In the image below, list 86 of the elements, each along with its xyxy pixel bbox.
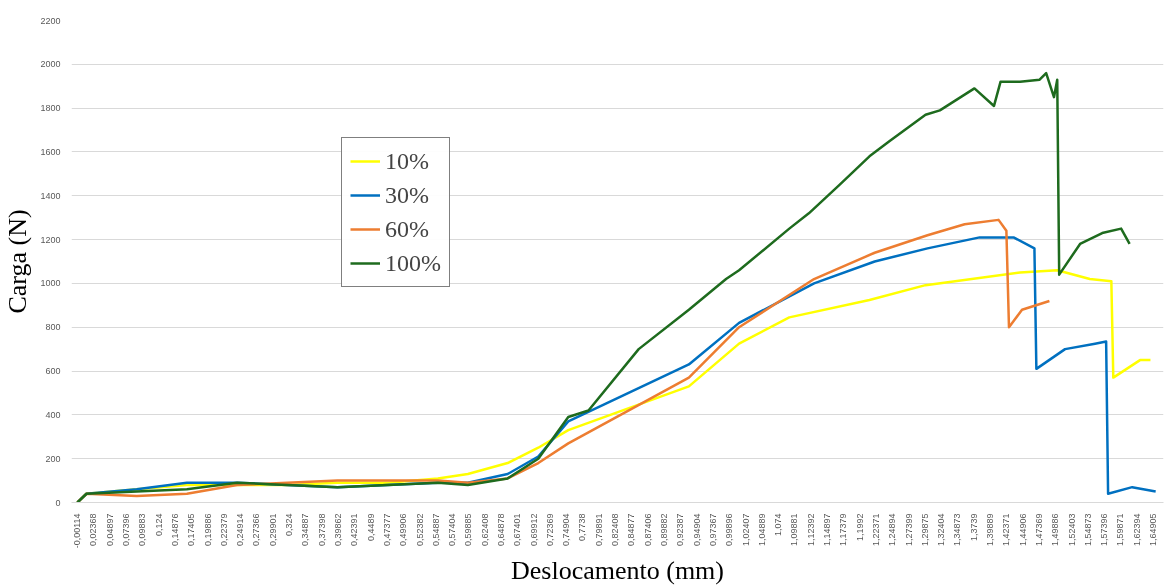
- x-tick-label: 1,42371: [1001, 513, 1012, 547]
- x-tick-label: 1,27399: [903, 513, 914, 547]
- x-tick-label: 1,24894: [887, 513, 898, 547]
- x-tick-label: 1,02407: [740, 513, 751, 547]
- x-tick-label: 0,34887: [300, 513, 311, 547]
- x-tick-label: 1,54873: [1082, 513, 1093, 547]
- x-tick-label: 0,79891: [593, 513, 604, 547]
- x-tick-label: 0,27366: [251, 513, 262, 547]
- x-tick-label: 1,57396: [1099, 513, 1110, 547]
- legend-label: 100%: [385, 248, 441, 278]
- x-tick-label: 0,54887: [430, 513, 441, 547]
- y-tick-label: 0: [55, 497, 61, 508]
- x-tick-label: 1,34873: [952, 513, 963, 547]
- x-tick-label: 1,32404: [936, 513, 947, 547]
- x-tick-label: 0,04897: [104, 513, 115, 547]
- x-tick-label: 0,4489: [365, 513, 376, 542]
- x-tick-label: 0,47377: [381, 513, 392, 547]
- y-tick-label: 2200: [40, 15, 61, 26]
- y-tick-label: 1200: [40, 234, 61, 245]
- legend-label: 30%: [385, 180, 429, 210]
- x-tick-label: 0,124: [153, 513, 164, 537]
- x-tick-label: 1,12392: [805, 513, 816, 547]
- legend-label: 10%: [385, 146, 429, 176]
- x-tick-label: -0,00114: [72, 513, 83, 549]
- x-tick-label: 1,39889: [985, 513, 996, 547]
- x-tick-label: 0,39862: [332, 513, 343, 547]
- x-tick-label: 0,14876: [170, 513, 180, 547]
- x-tick-label: 0,59885: [463, 513, 474, 547]
- x-tick-label: 1,44906: [1017, 513, 1028, 547]
- x-tick-label: 0,97367: [707, 513, 718, 547]
- line-series: [76, 71, 1131, 503]
- x-tick-label: 1,62394: [1131, 513, 1142, 547]
- x-tick-label: 1,04889: [756, 513, 767, 547]
- x-tick-label: 0,87406: [642, 513, 653, 547]
- x-tick-label: 0,17405: [186, 513, 197, 547]
- x-tick-label: 0,62408: [479, 513, 490, 547]
- legend-label: 60%: [385, 214, 429, 244]
- x-tick-label: 1,29875: [919, 513, 930, 547]
- y-tick-label: 200: [45, 453, 61, 464]
- x-tick-label: 0,49906: [398, 513, 409, 547]
- x-tick-label: 0,7738: [577, 513, 588, 542]
- x-tick-label: 0,324: [284, 513, 295, 537]
- x-tick-label: 0,52382: [414, 513, 425, 547]
- x-tick-label: 0,74904: [561, 513, 572, 547]
- x-tick-label: 0,69912: [528, 513, 539, 547]
- y-tick-label: 400: [45, 409, 61, 420]
- y-tick-label: 1600: [40, 146, 61, 157]
- y-tick-label: 2000: [40, 59, 61, 70]
- x-tick-label: 1,59871: [1115, 513, 1126, 547]
- x-tick-label: 1,47369: [1033, 513, 1044, 547]
- x-tick-label: 1,64905: [1148, 513, 1159, 547]
- x-tick-label: 0,99896: [724, 513, 735, 547]
- x-tick-label: 0,89882: [659, 513, 669, 547]
- y-tick-label: 800: [45, 322, 61, 333]
- x-tick-label: 1,074: [773, 513, 784, 537]
- x-tick-label: 1,3739: [968, 513, 979, 542]
- x-tick-label: 0,72369: [544, 513, 555, 547]
- x-tick-label: 0,24914: [235, 513, 246, 547]
- x-tick-label: 0,37398: [316, 513, 327, 547]
- x-tick-label: 0,84877: [626, 513, 637, 547]
- x-tick-label: 1,49886: [1050, 513, 1061, 547]
- x-tick-label: 0,29901: [267, 513, 278, 547]
- x-tick-label: 0,82408: [610, 513, 621, 547]
- y-tick-label: 1400: [40, 190, 61, 201]
- x-tick-label: 1,52403: [1066, 513, 1077, 547]
- y-tick-label: 600: [45, 366, 61, 377]
- x-tick-label: 0,22379: [218, 513, 229, 547]
- x-tick-label: 1,14897: [822, 513, 833, 547]
- x-tick-label: 1,17379: [838, 513, 849, 547]
- x-tick-label: 0,64878: [495, 513, 506, 547]
- x-tick-label: 0,09883: [137, 513, 148, 547]
- x-tick-label: 0,19886: [202, 513, 213, 547]
- x-tick-label: 0,07396: [121, 513, 132, 547]
- x-tick-label: 0,57404: [447, 513, 458, 547]
- x-tick-label: 0,02368: [88, 513, 99, 547]
- x-tick-label: 0,42391: [349, 513, 360, 547]
- y-tick-label: 1000: [40, 278, 61, 289]
- x-tick-label: 1,22371: [870, 513, 881, 547]
- x-tick-label: 1,1992: [854, 513, 865, 542]
- y-axis-title: Carga (N): [3, 209, 33, 314]
- x-tick-label: 0,94904: [691, 513, 702, 547]
- x-tick-label: 1,09881: [789, 513, 800, 547]
- x-tick-label: 0,67401: [512, 513, 523, 547]
- x-tick-label: 0,92387: [675, 513, 686, 547]
- y-tick-label: 1800: [40, 103, 61, 114]
- x-axis-title: Deslocamento (mm): [511, 556, 725, 586]
